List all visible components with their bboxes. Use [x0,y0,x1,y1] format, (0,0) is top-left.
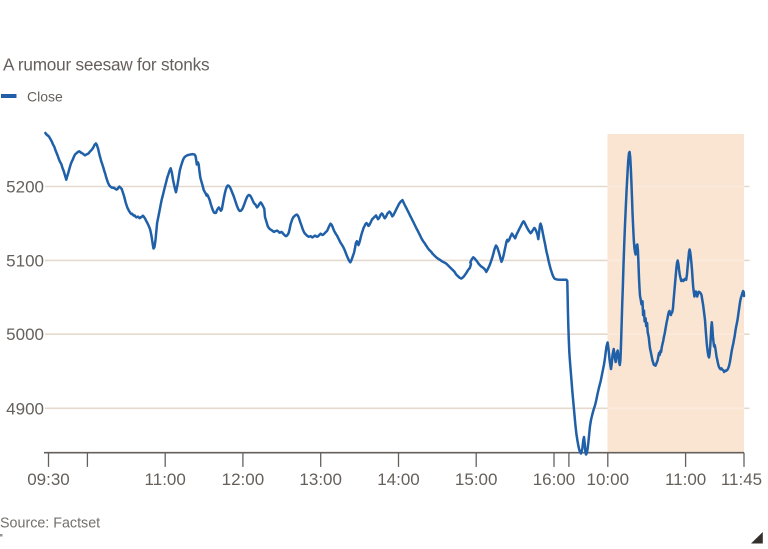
svg-text:Source: Factset: Source: Factset [0,516,100,532]
svg-text:12:00: 12:00 [222,470,265,489]
svg-text:10:00: 10:00 [587,470,630,489]
svg-text:5200: 5200 [6,178,44,197]
svg-text:A rumour seesaw for stonks: A rumour seesaw for stonks [3,54,209,74]
svg-text:11:45: 11:45 [721,470,762,489]
svg-text:16:00: 16:00 [533,470,576,489]
svg-text:11:00: 11:00 [665,470,706,489]
svg-text:15:00: 15:00 [455,470,498,489]
svg-text:11:00: 11:00 [145,470,186,489]
svg-text:14:00: 14:00 [377,470,420,489]
svg-text:5100: 5100 [6,251,44,270]
svg-text:13:00: 13:00 [299,470,342,489]
svg-text:4900: 4900 [6,399,44,418]
svg-text:5000: 5000 [6,325,44,344]
svg-text:09:30: 09:30 [27,470,70,489]
svg-text:Close: Close [27,89,63,105]
